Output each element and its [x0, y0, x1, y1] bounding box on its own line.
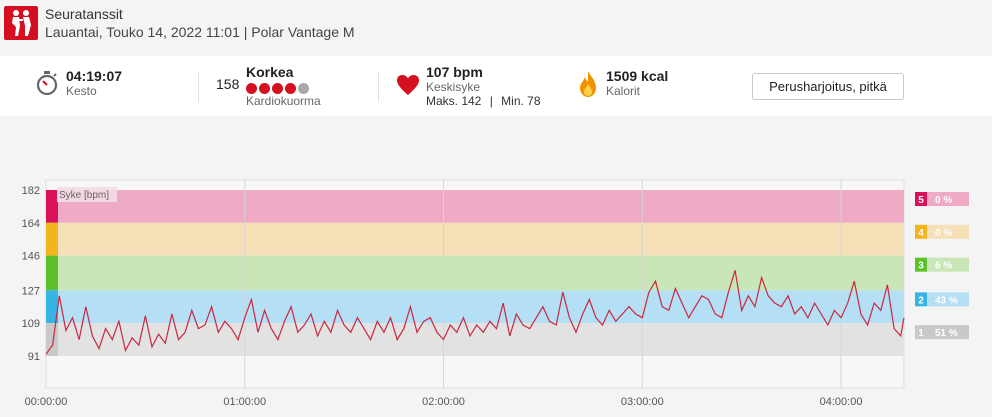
zone-legend-bar-4	[927, 224, 969, 239]
min-heart-rate: Min. 78	[501, 94, 541, 108]
zone-legend-number: 5	[918, 195, 924, 206]
cardio-load-value: 158	[216, 76, 240, 92]
workout-header: Seuratanssit Lauantai, Touko 14, 2022 11…	[0, 0, 992, 48]
calories-label: Kalorit	[606, 84, 641, 98]
zone-legend-percent: 43 %	[935, 295, 958, 306]
zone-legend-bar-2	[927, 292, 969, 307]
zone-legend-percent: 6 %	[935, 261, 952, 272]
zone-band-2	[46, 290, 904, 324]
series-label-bg	[57, 187, 117, 202]
calories-value: 1509 kcal	[606, 68, 669, 84]
y-tick-label: 91	[28, 351, 40, 363]
zone-legend-number: 3	[918, 261, 924, 272]
zone-marker-4	[46, 222, 58, 256]
zone-legend-swatch-2	[915, 292, 927, 307]
sport-title: Seuratanssit	[45, 6, 123, 22]
divider	[378, 72, 379, 102]
y-tick-label: 146	[22, 251, 40, 263]
zone-legend-bar-3	[927, 257, 969, 272]
heart-rate-separator: |	[489, 94, 493, 108]
cardio-dot-filled	[272, 83, 283, 94]
avg-heart-rate-value: 107 bpm	[426, 64, 483, 80]
x-tick-label: 01:00:00	[223, 396, 266, 408]
zone-marker-3	[46, 255, 58, 291]
y-tick-label: 164	[22, 218, 40, 230]
divider	[198, 72, 199, 102]
heart-rate-chart-svg: 182 164 146 127 109 91 00:00:00 01:00:00 02:00:0…	[22, 179, 969, 408]
zone-legend-percent: 0 %	[935, 228, 952, 239]
avg-heart-rate-label: Keskisyke	[426, 80, 481, 94]
cardio-dot-empty	[298, 83, 309, 94]
cardio-dot-filled	[259, 83, 270, 94]
heart-rate-line	[45, 270, 905, 355]
series-label: Syke [bpm]	[59, 190, 109, 201]
zone-band-3	[46, 255, 904, 291]
x-tick-label: 02:00:00	[422, 396, 465, 408]
heart-rate-chart: 182 164 146 127 109 91 00:00:00 01:00:00 02:00:0…	[0, 116, 992, 412]
duration-value: 04:19:07	[66, 68, 123, 84]
training-benefit-button[interactable]: Perusharjoitus, pitkä	[752, 73, 904, 100]
cardio-dot-filled	[246, 83, 257, 94]
y-tick-label: 109	[22, 318, 40, 330]
zone-legend-swatch-5	[915, 192, 927, 206]
duration-label: Kesto	[66, 84, 97, 98]
cardio-load-label: Kardiokuorma	[246, 94, 321, 108]
stopwatch-icon	[36, 71, 58, 96]
zone-band-4	[46, 222, 904, 256]
x-tick-label: 00:00:00	[25, 396, 68, 408]
zone-legend-swatch-1	[915, 325, 927, 340]
y-tick-label: 127	[22, 285, 40, 297]
max-heart-rate: Maks. 142	[426, 94, 482, 108]
summary-bar: 04:19:07 Kesto 158 Korkea Kardiokuorma 1…	[0, 56, 992, 116]
x-tick-label: 04:00:00	[820, 396, 863, 408]
cardio-dot-filled	[285, 83, 296, 94]
zone-legend-number: 2	[918, 295, 924, 306]
zone-legend-bar-5	[927, 192, 969, 206]
heart-icon	[397, 75, 419, 95]
zone-marker-2	[46, 290, 58, 324]
zone-legend-number: 1	[918, 328, 924, 339]
workout-date-device: Lauantai, Touko 14, 2022 11:01 | Polar V…	[45, 24, 355, 40]
x-tick-label: 03:00:00	[621, 396, 664, 408]
cardio-load-level: Korkea	[246, 64, 294, 80]
zone-legend-number: 4	[918, 228, 924, 239]
zone-legend-percent: 0 %	[935, 195, 952, 206]
flame-icon	[580, 71, 596, 97]
zone-legend-swatch-3	[915, 257, 927, 272]
zone-band-5	[46, 190, 904, 223]
zone-legend-bar-1	[927, 325, 969, 340]
dancing-couple-icon	[4, 6, 38, 40]
cardio-load-dots	[246, 81, 366, 94]
zone-legend-percent: 51 %	[935, 328, 958, 339]
y-tick-label: 182	[22, 185, 40, 197]
zone-marker-5	[46, 190, 58, 223]
zone-legend-swatch-4	[915, 224, 927, 239]
